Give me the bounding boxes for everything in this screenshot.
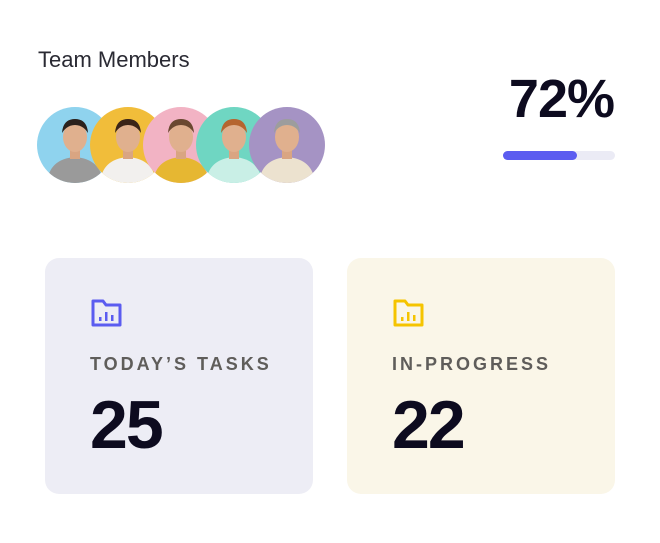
progress-percent: 72%	[508, 69, 615, 129]
avatar-group	[37, 107, 337, 183]
progress-bar	[503, 151, 615, 160]
avatar[interactable]	[249, 107, 325, 183]
folder-chart-icon	[91, 299, 122, 332]
team-members-title: Team Members	[38, 47, 190, 72]
progress-bar-fill	[503, 151, 577, 160]
card-value: 25	[90, 387, 164, 463]
todays-tasks-card[interactable]: TODAY’S TASKS 25	[45, 258, 313, 494]
card-value: 22	[392, 387, 466, 463]
card-label: IN-PROGRESS	[392, 354, 552, 374]
in-progress-card[interactable]: IN-PROGRESS 22	[347, 258, 615, 494]
folder-chart-icon	[393, 299, 424, 332]
card-label: TODAY’S TASKS	[90, 354, 272, 374]
